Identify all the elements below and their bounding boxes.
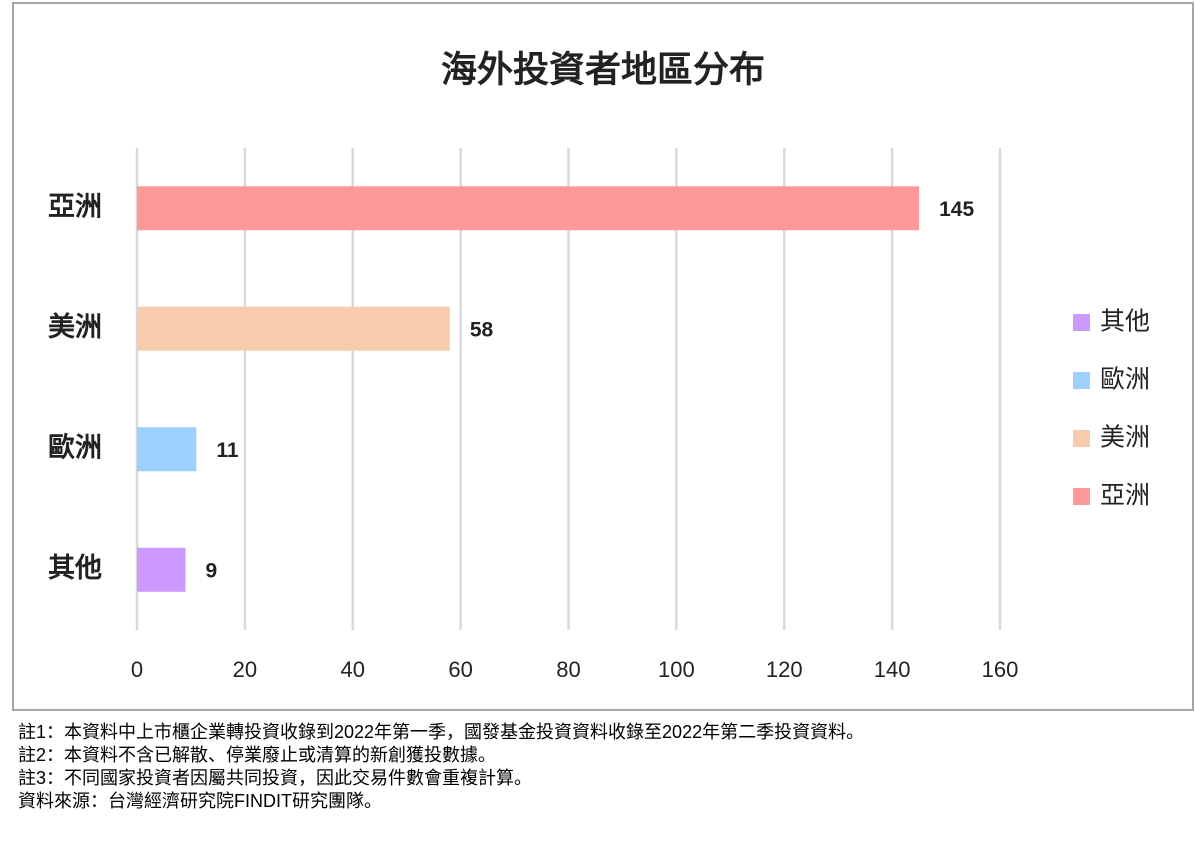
data-label: 11 xyxy=(216,439,239,462)
data-label: 58 xyxy=(470,318,494,341)
y-tick-label: 其他 xyxy=(48,553,102,583)
note: 資料來源：台灣經濟研究院FINDIT研究團隊。 xyxy=(18,791,382,811)
chart-title: 海外投資者地區分布 xyxy=(441,49,765,90)
data-label: 9 xyxy=(206,559,218,582)
x-tick-label: 40 xyxy=(341,657,365,682)
bar xyxy=(137,306,450,351)
x-tick-label: 140 xyxy=(874,657,911,682)
data-label: 145 xyxy=(939,198,974,221)
legend-swatch xyxy=(1073,488,1090,505)
legend-label: 歐洲 xyxy=(1100,366,1150,394)
note: 註2：本資料不含已解散、停業廢止或清算的新創獲投數據。 xyxy=(18,745,496,765)
x-tick-label: 120 xyxy=(766,657,803,682)
chart-frame xyxy=(12,2,1194,711)
x-tick-label: 60 xyxy=(448,657,472,682)
legend-label: 其他 xyxy=(1100,308,1150,336)
x-tick-label: 0 xyxy=(131,657,143,682)
legend-label: 美洲 xyxy=(1100,424,1150,452)
x-tick-label: 80 xyxy=(556,657,580,682)
y-tick-label: 美洲 xyxy=(48,311,102,342)
y-tick-label: 亞洲 xyxy=(48,191,102,221)
x-tick-label: 20 xyxy=(233,657,257,682)
x-tick-label: 160 xyxy=(982,657,1019,682)
legend-swatch xyxy=(1073,430,1090,447)
note: 註1：本資料中上市櫃企業轉投資收錄到2022年第一季，國發基金投資資料收錄至20… xyxy=(18,722,864,742)
y-tick-label: 歐洲 xyxy=(48,432,102,462)
legend-label: 亞洲 xyxy=(1100,482,1150,510)
legend-swatch xyxy=(1073,314,1090,331)
x-tick-label: 100 xyxy=(658,657,695,682)
bar xyxy=(137,186,920,231)
bar xyxy=(137,547,186,592)
note: 註3：不同國家投資者因屬共同投資，因此交易件數會重複計算。 xyxy=(18,768,532,788)
legend-swatch xyxy=(1073,372,1090,389)
bar xyxy=(137,427,197,472)
